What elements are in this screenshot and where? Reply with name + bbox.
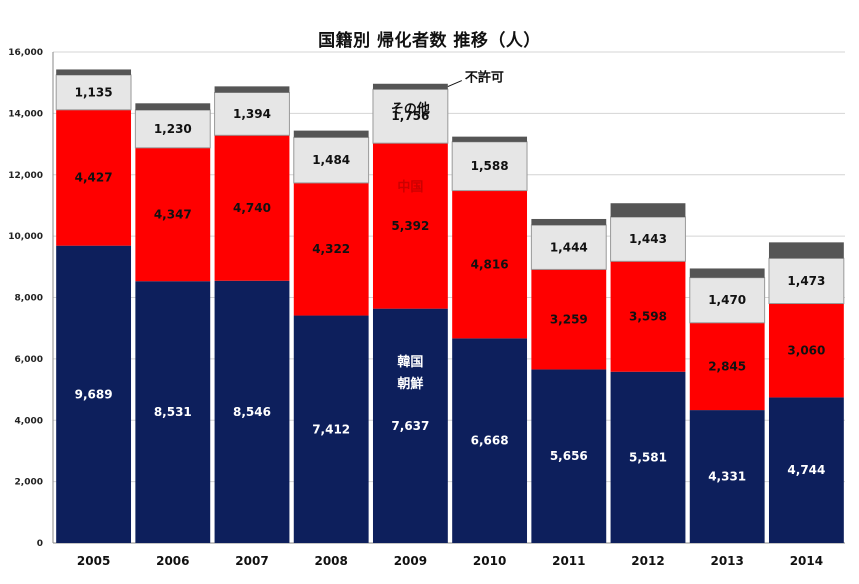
- x-tick-label: 2011: [552, 554, 585, 568]
- data-label-other: 1,444: [550, 240, 588, 254]
- bar-segment-korea: [531, 369, 607, 543]
- x-tick-label: 2008: [314, 554, 347, 568]
- data-label-china: 4,347: [154, 208, 192, 222]
- bar-segment-denied: [689, 268, 765, 278]
- x-tick-label: 2005: [77, 554, 110, 568]
- y-tick-label: 12,000: [8, 171, 43, 181]
- bar-segment-korea: [452, 338, 528, 543]
- data-label-other: 1,473: [787, 274, 825, 288]
- bar-segment-other: [768, 257, 845, 305]
- y-tick-label: 8,000: [15, 294, 43, 304]
- data-label-korea: 8,531: [154, 405, 192, 419]
- x-tick-label: 2010: [473, 554, 506, 568]
- data-label-china: 5,392: [391, 219, 429, 233]
- data-label-china: 2,845: [708, 359, 746, 373]
- bar-segment-denied: [293, 130, 369, 138]
- series-annotation-denied: 不許可: [465, 70, 504, 86]
- bar-segment-other: [214, 92, 290, 136]
- bar-segment-china: [56, 109, 132, 246]
- data-label-china: 3,060: [787, 343, 825, 357]
- data-label-korea: 7,637: [391, 419, 429, 433]
- bar-segment-denied: [56, 69, 132, 75]
- x-tick-label: 2014: [790, 554, 823, 568]
- x-tick-label: 2013: [710, 554, 743, 568]
- data-label-korea: 9,689: [75, 387, 113, 401]
- bar-segment-korea: [610, 371, 686, 543]
- data-label-korea: 7,412: [312, 422, 350, 436]
- bar-segment-china: [610, 261, 686, 372]
- bar-segment-other: [134, 109, 211, 149]
- bar-segment-china: [214, 135, 290, 281]
- data-label-china: 4,427: [75, 171, 113, 185]
- y-tick-label: 14,000: [8, 109, 43, 119]
- y-tick-label: 6,000: [15, 355, 43, 365]
- bar-segment-denied: [610, 203, 686, 218]
- series-annotation-china: 中国: [397, 179, 423, 195]
- bar-segment-denied: [372, 83, 448, 90]
- bar-segment-korea: [56, 245, 132, 543]
- bar-segment-china: [689, 322, 765, 411]
- bar-segment-china: [372, 143, 448, 309]
- data-label-other: 1,756: [391, 109, 429, 123]
- bar-segment-denied: [531, 218, 607, 226]
- bar-segment-china: [293, 182, 369, 316]
- data-label-korea: 8,546: [233, 405, 271, 419]
- x-tick-label: 2006: [156, 554, 189, 568]
- y-tick-label: 0: [37, 539, 43, 549]
- bar-segment-other: [689, 277, 766, 324]
- bar-segment-korea: [214, 280, 290, 543]
- bar-segment-china: [768, 303, 844, 398]
- data-label-china: 4,740: [233, 201, 271, 215]
- bar-segment-china: [135, 147, 211, 282]
- series-annotation-korea: 韓国: [397, 354, 423, 370]
- bar-segment-korea: [689, 410, 765, 543]
- bar-segment-denied: [452, 136, 528, 142]
- bar-segment-other: [530, 224, 607, 270]
- series-annotation-korea: 朝鮮: [397, 376, 423, 392]
- bar-segment-other: [372, 88, 449, 144]
- data-label-korea: 4,331: [708, 470, 746, 484]
- y-tick-label: 2,000: [15, 478, 43, 488]
- bar-segment-korea: [135, 281, 211, 543]
- y-tick-label: 16,000: [8, 48, 43, 58]
- data-label-other: 1,470: [708, 293, 746, 307]
- bar-segment-other: [55, 74, 132, 111]
- data-label-china: 3,259: [550, 312, 588, 326]
- y-tick-label: 10,000: [8, 232, 43, 242]
- bar-segment-korea: [372, 308, 448, 543]
- chart-title: 国籍別 帰化者数 推移（人）: [318, 31, 541, 51]
- data-label-other: 1,394: [233, 107, 271, 121]
- data-label-china: 3,598: [629, 310, 667, 324]
- annotation-leader-line: [447, 80, 463, 87]
- data-label-china: 4,322: [312, 242, 350, 256]
- data-label-korea: 5,581: [629, 450, 667, 464]
- y-tick-label: 4,000: [15, 416, 43, 426]
- series-annotation-other: その他: [391, 101, 430, 117]
- bar-segment-denied: [768, 242, 844, 259]
- data-label-other: 1,230: [154, 122, 192, 136]
- data-label-other: 1,484: [312, 153, 350, 167]
- bar-segment-korea: [768, 397, 844, 543]
- bar-segment-china: [531, 269, 607, 370]
- data-label-korea: 4,744: [787, 463, 825, 477]
- bar-segment-korea: [293, 315, 369, 543]
- x-tick-label: 2007: [235, 554, 268, 568]
- bar-segment-denied: [214, 86, 290, 93]
- bar-segment-other: [293, 136, 370, 184]
- data-label-china: 4,816: [471, 257, 509, 271]
- bar-segment-denied: [135, 103, 211, 111]
- data-label-other: 1,588: [471, 159, 509, 173]
- bar-segment-china: [452, 190, 528, 339]
- x-tick-label: 2012: [631, 554, 664, 568]
- data-label-korea: 5,656: [550, 449, 588, 463]
- data-label-other: 1,135: [75, 85, 113, 99]
- data-label-other: 1,443: [629, 232, 667, 246]
- data-label-korea: 6,668: [471, 434, 509, 448]
- x-tick-label: 2009: [394, 554, 427, 568]
- bar-segment-other: [451, 141, 528, 192]
- bar-segment-other: [610, 216, 686, 262]
